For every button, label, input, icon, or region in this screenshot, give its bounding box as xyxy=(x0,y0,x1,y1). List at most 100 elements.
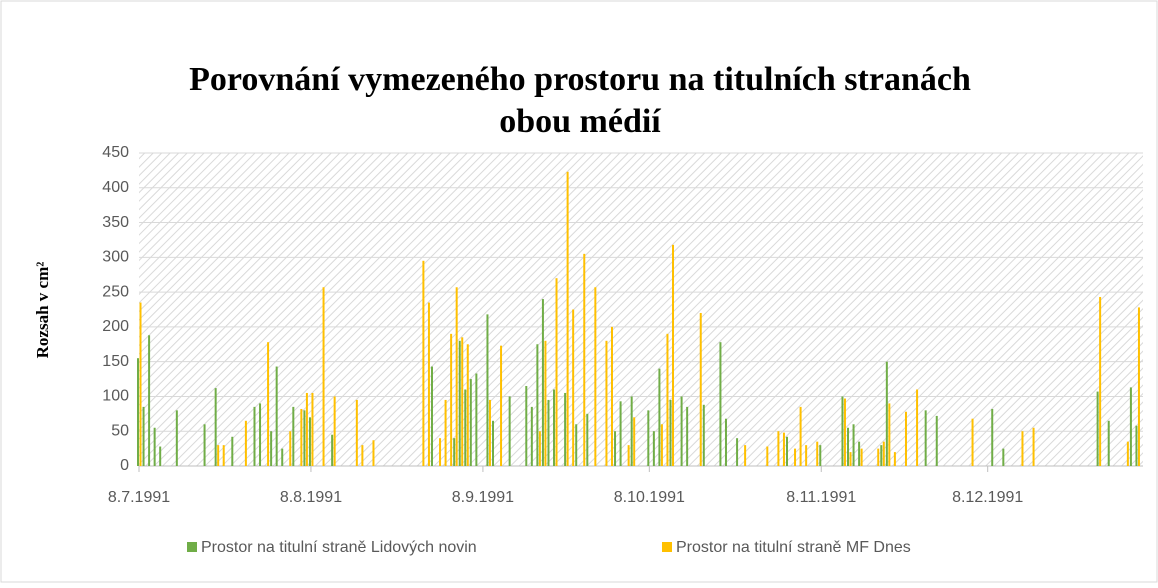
bar xyxy=(137,358,139,466)
bar xyxy=(1129,387,1132,466)
bar xyxy=(308,417,311,466)
bar xyxy=(669,399,672,466)
bar xyxy=(888,403,891,466)
bar xyxy=(794,448,797,466)
bar xyxy=(633,417,636,466)
bar xyxy=(766,446,769,466)
bar xyxy=(904,411,907,466)
bar xyxy=(466,344,469,466)
bar xyxy=(627,445,630,466)
bar xyxy=(469,379,472,466)
bar xyxy=(935,415,938,466)
bar xyxy=(586,413,589,466)
legend-swatch xyxy=(662,542,672,552)
bar xyxy=(303,410,306,466)
bar xyxy=(610,326,613,466)
bar xyxy=(439,438,442,466)
bar xyxy=(488,399,491,466)
bar xyxy=(860,448,863,466)
bar xyxy=(841,396,844,466)
bar xyxy=(217,445,220,466)
chart-title: obou médií xyxy=(499,103,661,140)
bar xyxy=(244,420,247,466)
bar xyxy=(259,403,262,466)
bar xyxy=(455,287,458,466)
bar xyxy=(777,431,780,466)
bar xyxy=(799,406,802,466)
bar xyxy=(422,260,425,466)
bar xyxy=(450,333,453,466)
bar xyxy=(852,424,855,466)
bar xyxy=(311,392,314,466)
bar xyxy=(555,278,558,466)
bar xyxy=(1126,441,1129,466)
bar xyxy=(1032,427,1035,466)
x-tick-label: 8.11.1991 xyxy=(786,489,856,506)
bar xyxy=(971,418,974,466)
y-tick-label: 300 xyxy=(102,249,129,266)
bar xyxy=(372,440,375,466)
bar xyxy=(270,431,273,466)
bar xyxy=(847,427,850,466)
bar xyxy=(500,345,503,466)
x-tick-label: 8.8.1991 xyxy=(280,489,342,506)
y-tick-label: 200 xyxy=(102,318,129,335)
legend-label: Prostor na titulní straně MF Dnes xyxy=(676,539,911,556)
y-tick-label: 0 xyxy=(120,457,129,474)
bar xyxy=(819,445,822,466)
bar xyxy=(322,287,325,466)
bar xyxy=(305,392,308,466)
bar xyxy=(719,342,722,466)
y-tick-label: 450 xyxy=(102,144,129,161)
bar xyxy=(458,340,461,466)
bar xyxy=(686,406,689,466)
y-tick-label: 350 xyxy=(102,214,129,231)
bar xyxy=(333,396,336,466)
bar xyxy=(724,418,727,466)
bar xyxy=(614,431,617,466)
bar xyxy=(924,410,927,466)
bar xyxy=(991,408,994,466)
bar xyxy=(427,302,430,466)
x-tick-label: 8.9.1991 xyxy=(452,489,514,506)
bar xyxy=(1096,391,1099,466)
bar xyxy=(572,309,575,466)
bar xyxy=(508,396,511,466)
bar xyxy=(916,389,919,466)
bar xyxy=(292,406,295,466)
bar xyxy=(785,436,788,466)
bar xyxy=(882,441,885,466)
bar xyxy=(564,392,567,466)
bar xyxy=(575,424,578,466)
x-tick-label: 8.10.1991 xyxy=(614,489,685,506)
bar xyxy=(849,452,852,466)
bar xyxy=(672,244,675,466)
bar xyxy=(275,366,278,466)
bar xyxy=(361,445,364,466)
bar xyxy=(594,287,597,466)
bar xyxy=(893,452,896,466)
bar xyxy=(805,445,808,466)
bar xyxy=(699,312,702,466)
bar xyxy=(553,389,556,466)
bar xyxy=(605,340,608,466)
bar xyxy=(159,446,162,466)
bar xyxy=(430,366,433,466)
bar xyxy=(331,434,334,466)
bar xyxy=(453,438,456,466)
bar xyxy=(1002,448,1005,466)
bar xyxy=(1021,431,1024,466)
x-tick-label: 8.12.1991 xyxy=(952,489,1023,506)
bar xyxy=(744,445,747,466)
bar xyxy=(880,445,883,466)
bar xyxy=(464,389,467,466)
bar xyxy=(544,340,547,466)
bar xyxy=(203,424,206,466)
y-axis-label: Rozsah v cm² xyxy=(33,262,52,359)
bar xyxy=(492,420,495,466)
chart-title: Porovnání vymezeného prostoru na titulní… xyxy=(189,61,971,98)
bar xyxy=(816,441,819,466)
bar xyxy=(1137,307,1140,466)
bar xyxy=(461,337,464,466)
legend-swatch xyxy=(187,542,197,552)
